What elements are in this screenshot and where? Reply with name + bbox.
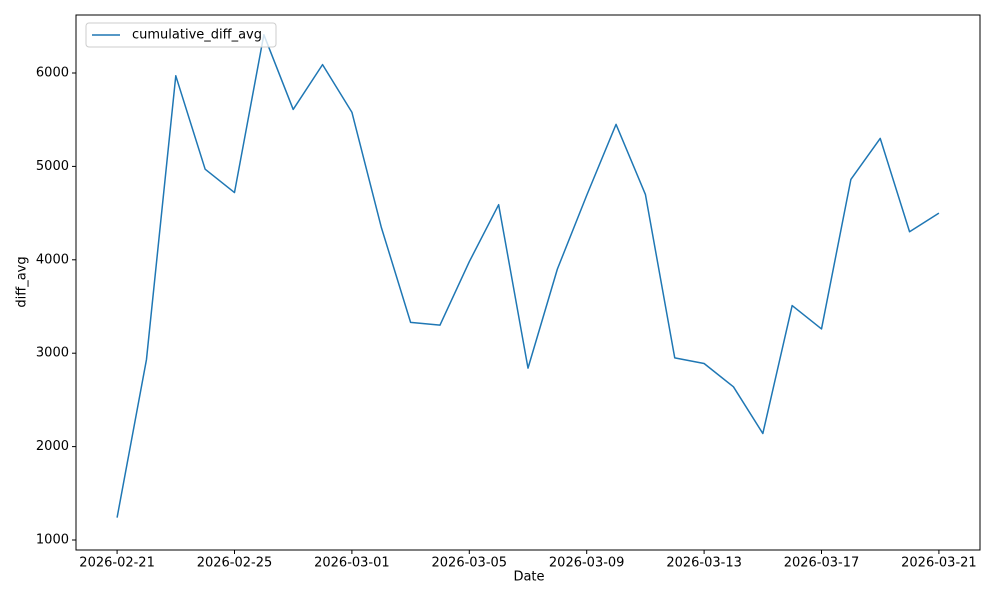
legend-box xyxy=(85,22,277,48)
y-tick-label: 5000 xyxy=(36,159,69,174)
y-tick-label: 3000 xyxy=(36,346,69,361)
legend: cumulative_diff_avg xyxy=(85,22,277,48)
x-tick-label: 2026-02-21 xyxy=(79,556,155,571)
y-tick-label: 1000 xyxy=(36,533,69,548)
x-tick-label: 2026-03-21 xyxy=(901,556,977,571)
x-axis-label: Date xyxy=(513,570,544,585)
x-tick-label: 2026-02-25 xyxy=(197,556,273,571)
y-tick-label: 6000 xyxy=(36,66,69,81)
y-tick-label: 2000 xyxy=(36,439,69,454)
y-axis-label: diff_avg xyxy=(15,256,30,307)
data-line xyxy=(116,33,940,518)
y-tick-label: 4000 xyxy=(36,252,69,267)
x-tick-label: 2026-03-09 xyxy=(549,556,625,571)
legend-label: cumulative_diff_avg xyxy=(132,28,262,43)
x-tick-label: 2026-03-17 xyxy=(784,556,860,571)
plot-frame xyxy=(75,14,981,551)
x-tick-label: 2026-03-01 xyxy=(314,556,390,571)
x-tick-label: 2026-03-13 xyxy=(666,556,742,571)
x-tick-label: 2026-03-05 xyxy=(432,556,508,571)
